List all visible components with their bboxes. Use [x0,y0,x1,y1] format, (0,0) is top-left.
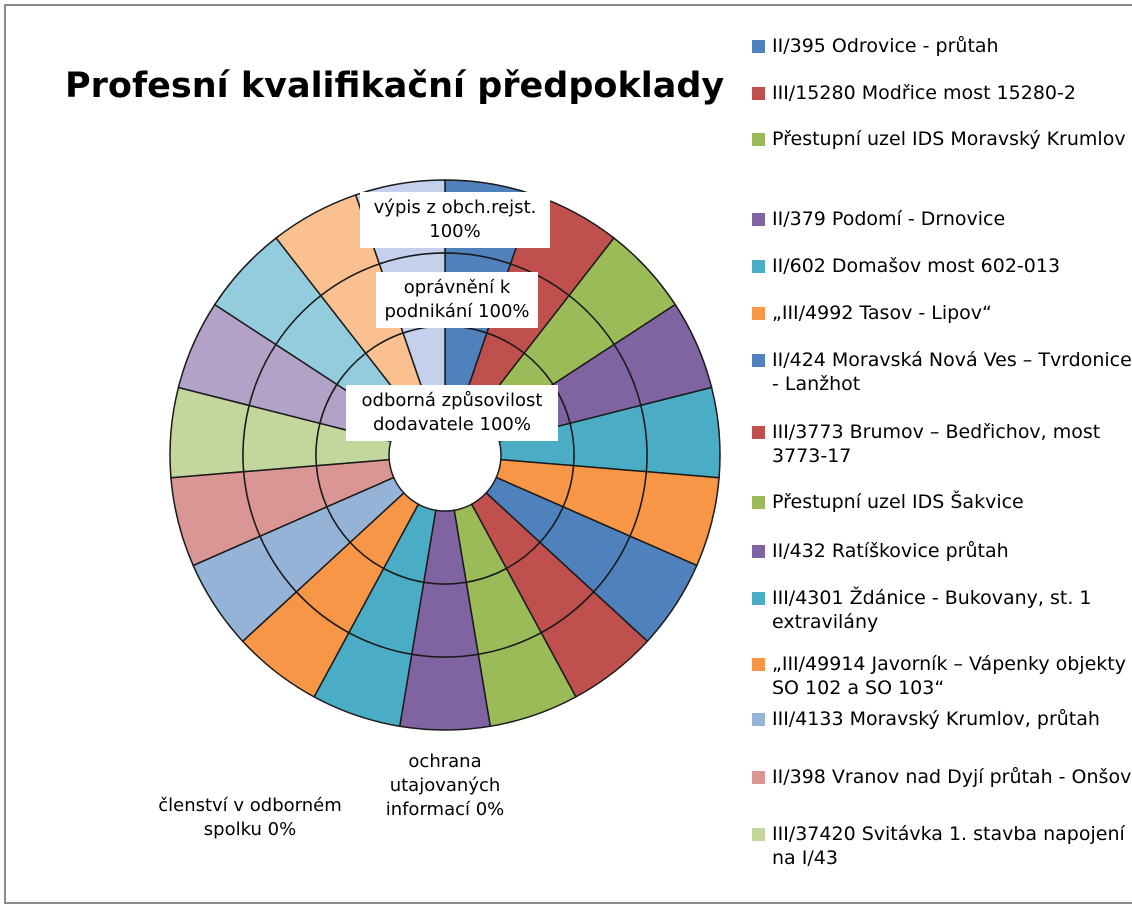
series-name: výpis z obch.rejst. [373,197,537,218]
data-label-value: 0% [475,799,505,820]
legend-swatch [752,133,765,146]
legend-item: „III/4992 Tasov - Lipov“ [752,301,1132,325]
series-name: oprávnění k podnikání [384,277,511,322]
legend-label: „III/49914 Javorník – Vápenky objekty SO… [772,653,1126,699]
legend-item: II/432 Ratíškovice průtah [752,539,1132,563]
data-label-value: 100% [478,301,530,322]
doughnut-slice [398,653,492,731]
legend-label: III/4133 Moravský Krumlov, průtah [772,708,1100,730]
legend-swatch [752,771,765,784]
legend-label: II/602 Domašov most 602-013 [772,255,1061,277]
data-label: oprávnění k podnikání 100% [376,272,538,328]
legend-item: III/15280 Modřice most 15280-2 [752,81,1132,105]
legend-label: III/4301 Ždánice - Bukovany, st. 1 extra… [772,587,1092,633]
legend-item: II/424 Moravská Nová Ves – Tvrdonice - L… [752,348,1132,396]
legend-swatch [752,658,765,671]
legend-item: III/4133 Moravský Krumlov, průtah [752,707,1132,731]
legend-swatch [752,260,765,273]
legend-label: III/37420 Svitávka 1. stavba napojení na… [772,823,1125,869]
legend-item: II/379 Podomí - Drnovice [752,207,1132,231]
data-label: výpis z obch.rejst. 100% [360,192,550,248]
legend-label: II/424 Moravská Nová Ves – Tvrdonice - L… [772,349,1132,395]
legend-label: Přestupní uzel IDS Moravský Krumlov [772,128,1126,150]
legend-label: III/15280 Modřice most 15280-2 [772,82,1076,104]
legend-swatch [752,545,765,558]
data-label-value: 100% [479,414,531,435]
data-label-value: 0% [267,819,297,840]
legend-label: Přestupní uzel IDS Šakvice [772,491,1024,513]
data-label: odborná způsovilost dodavatele 100% [346,385,558,441]
legend-swatch [752,354,765,367]
legend-item: II/602 Domašov most 602-013 [752,254,1132,278]
data-label: členství v odborném spolku 0% [140,794,360,842]
legend-item: Přestupní uzel IDS Šakvice [752,490,1132,514]
legend-label: III/3773 Brumov – Bedřichov, most 3773-1… [772,421,1101,467]
legend-swatch [752,828,765,841]
legend-item: Přestupní uzel IDS Moravský Krumlov [752,127,1132,151]
legend-label: II/379 Podomí - Drnovice [772,208,1006,230]
legend-swatch [752,213,765,226]
legend-label: II/398 Vranov nad Dyjí průtah - Onšov [772,766,1132,788]
series-name: členství v odborném spolku [158,795,342,840]
legend-item: II/395 Odrovice - průtah [752,34,1132,58]
legend-swatch [752,426,765,439]
chart-title: Profesní kvalifikační předpoklady [65,66,725,106]
legend-swatch [752,592,765,605]
legend-swatch [752,40,765,53]
data-label-value: 100% [429,221,481,242]
legend-label: II/432 Ratíškovice průtah [772,540,1009,562]
legend-label: II/395 Odrovice - průtah [772,35,999,57]
legend-item: III/3773 Brumov – Bedřichov, most 3773-1… [752,420,1132,468]
series-name: ochrana utajovaných informací [385,751,501,820]
legend-swatch [752,713,765,726]
legend-swatch [752,87,765,100]
legend-item: „III/49914 Javorník – Vápenky objekty SO… [752,652,1132,700]
legend-item: III/4301 Ždánice - Bukovany, st. 1 extra… [752,586,1132,634]
legend-item: III/37420 Svitávka 1. stavba napojení na… [752,822,1132,870]
legend-item: II/398 Vranov nad Dyjí průtah - Onšov [752,765,1132,789]
legend-label: „III/4992 Tasov - Lipov“ [772,302,992,324]
data-label: ochrana utajovaných informací 0% [360,750,530,822]
series-name: odborná způsovilost dodavatele [361,390,543,435]
legend-swatch [752,307,765,320]
legend-swatch [752,496,765,509]
